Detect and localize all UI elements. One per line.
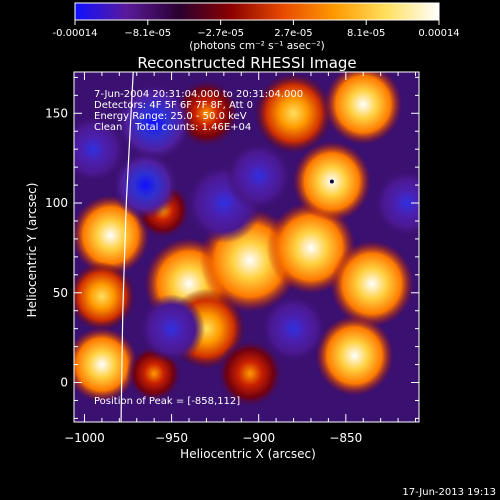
colorbar-tick-label: 2.7e-05 (274, 28, 312, 39)
heatmap-blob (324, 72, 403, 145)
plot-frame (73, 71, 420, 423)
colorbar: -0.00014 −8.1e-05 −2.7e-05 2.7e-05 8.1e-05 0.… (53, 2, 460, 52)
x-tick-label: −950 (155, 431, 188, 445)
colorbar-tick-label: 8.1e-05 (347, 28, 385, 39)
x-tick-label: −1000 (64, 431, 105, 445)
x-tick-label: −850 (329, 431, 362, 445)
colorbar-tick-label: 0.00014 (418, 28, 459, 39)
heatmap-blob (254, 73, 333, 154)
heatmap-blob (74, 114, 127, 184)
chart-title: Reconstructed RHESSI Image (137, 54, 356, 72)
heatmap-blob (115, 82, 194, 163)
annotation-detectors: Detectors: 4F 5F 6F 7F 8F, Att 0 (94, 100, 253, 111)
colorbar-unit-label: (photons cm⁻² s⁻¹ asec⁻²) (189, 40, 324, 52)
annotation-peak-position: Position of Peak = [-858,112] (94, 396, 240, 407)
axis-ticks: −1000 −950 −900 −850 0 50 100 150 (45, 72, 419, 445)
y-tick-label: 100 (45, 196, 68, 210)
heatmap-blob (138, 294, 206, 364)
heatmap-blob (216, 339, 284, 408)
y-tick-label: 150 (45, 106, 68, 120)
heatmap-plot: −1000 −950 −900 −850 0 50 100 150 (45, 71, 420, 445)
x-axis-label: Heliocentric X (arcsec) (180, 447, 316, 461)
footer-timestamp: 17-Jun-2013 19:13 (402, 487, 496, 498)
heatmap-blob (260, 294, 327, 364)
y-tick-label: 50 (53, 286, 68, 300)
heatmap-blob (74, 261, 136, 331)
annotation-block: 7-Jun-2004 20:31:04.000 to 20:31:04.000 … (94, 89, 303, 407)
heatmap-blob (330, 240, 414, 327)
annotation-energy-range: Energy Range: 25.0 - 50.0 keV (94, 111, 247, 122)
x-tick-label: −900 (242, 431, 275, 445)
colorbar-ticks: -0.00014 −8.1e-05 −2.7e-05 2.7e-05 8.1e-05 0.… (53, 20, 460, 39)
colorbar-gradient (74, 2, 440, 21)
colorbar-tick-label: -0.00014 (53, 28, 98, 39)
heatmap-blob (373, 168, 419, 238)
solar-limb-line (120, 72, 134, 422)
annotation-time-range: 7-Jun-2004 20:31:04.000 to 20:31:04.000 (94, 89, 303, 100)
colorbar-tick-label: −2.7e-05 (197, 28, 244, 39)
heatmap-blob (315, 315, 394, 396)
heatmap-blob (225, 141, 293, 211)
annotation-counts: Clean Total counts: 1.46E+04 (94, 122, 251, 133)
peak-marker (329, 179, 334, 184)
y-tick-label: 0 (60, 376, 68, 390)
colorbar-tick-label: −8.1e-05 (124, 28, 171, 39)
y-axis-label: Heliocentric Y (arcsec) (25, 183, 39, 318)
